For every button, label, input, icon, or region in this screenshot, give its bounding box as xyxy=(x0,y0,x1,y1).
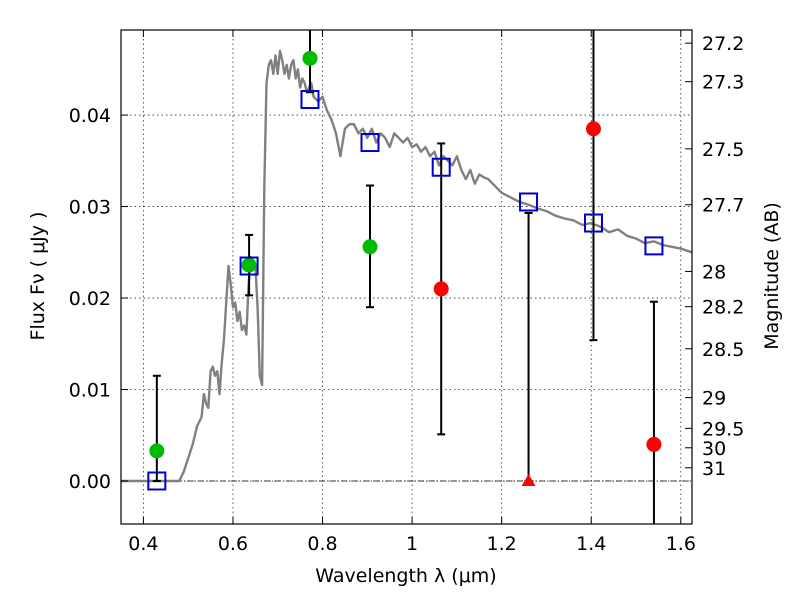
model-photometry-square xyxy=(583,213,603,233)
y-tick-label: 0.03 xyxy=(69,197,111,219)
x-tick-label: 0.4 xyxy=(128,533,158,555)
y-tick-label: 0.04 xyxy=(69,105,111,127)
x-axis-label: Wavelength λ (μm) xyxy=(315,565,496,587)
y-tick-label: 0.01 xyxy=(69,380,111,402)
nondetection-point xyxy=(585,121,601,137)
grid xyxy=(121,30,692,524)
magnitude-tick-label: 29.5 xyxy=(702,418,744,440)
magnitude-tick-label: 27.5 xyxy=(702,139,744,161)
sed-model xyxy=(121,49,693,483)
detection-point xyxy=(362,239,378,255)
y-tick-label: 0.00 xyxy=(69,471,111,493)
nondetection-point xyxy=(433,281,449,297)
model-photometry-square xyxy=(519,192,539,212)
magnitude-tick-label: 28.5 xyxy=(702,339,744,361)
model-photometry-square xyxy=(147,471,167,491)
x-tick-label: 1 xyxy=(406,533,418,555)
model-photometry-square xyxy=(431,157,451,177)
magnitude-tick-label: 27.2 xyxy=(702,33,744,55)
x-tick-label: 1.6 xyxy=(666,533,696,555)
ticks: 0.4 0.6 0.8 1 1.2 1.4 1.6 0.00 0.01 0.02 0.03 0.04 2… xyxy=(69,30,744,555)
detection-point xyxy=(149,443,165,459)
magnitude-tick-label: 31 xyxy=(702,458,726,480)
detection-point xyxy=(241,257,257,273)
upper-limit-triangle xyxy=(521,474,536,487)
x-tick-label: 1.4 xyxy=(576,533,606,555)
magnitude-tick-label: 28.2 xyxy=(702,297,744,319)
x-tick-label: 1.2 xyxy=(487,533,517,555)
detection-point xyxy=(302,50,318,66)
y-tick-label: 0.02 xyxy=(69,288,111,310)
magnitude-axis-label: Magnitude (AB) xyxy=(761,202,783,350)
nondetection-point xyxy=(646,436,662,452)
sed-model-curve xyxy=(121,49,693,483)
magnitude-tick-label: 29 xyxy=(702,388,726,410)
axes-frame xyxy=(120,29,693,525)
model-photometry-square xyxy=(644,236,664,256)
markers xyxy=(147,50,664,491)
magnitude-tick-label: 28 xyxy=(702,261,726,283)
model-photometry-square xyxy=(360,133,380,153)
y-axis-label: Flux Fν ( μJy ) xyxy=(27,212,49,341)
x-tick-label: 0.6 xyxy=(218,533,248,555)
magnitude-tick-label: 27.7 xyxy=(702,195,744,217)
magnitude-tick-label: 27.3 xyxy=(702,72,744,94)
plot-frame xyxy=(120,29,693,525)
model-photometry-square xyxy=(239,256,259,276)
magnitude-tick-label: 30 xyxy=(702,438,726,460)
model-photometry-square xyxy=(300,90,320,110)
x-tick-label: 0.8 xyxy=(307,533,337,555)
